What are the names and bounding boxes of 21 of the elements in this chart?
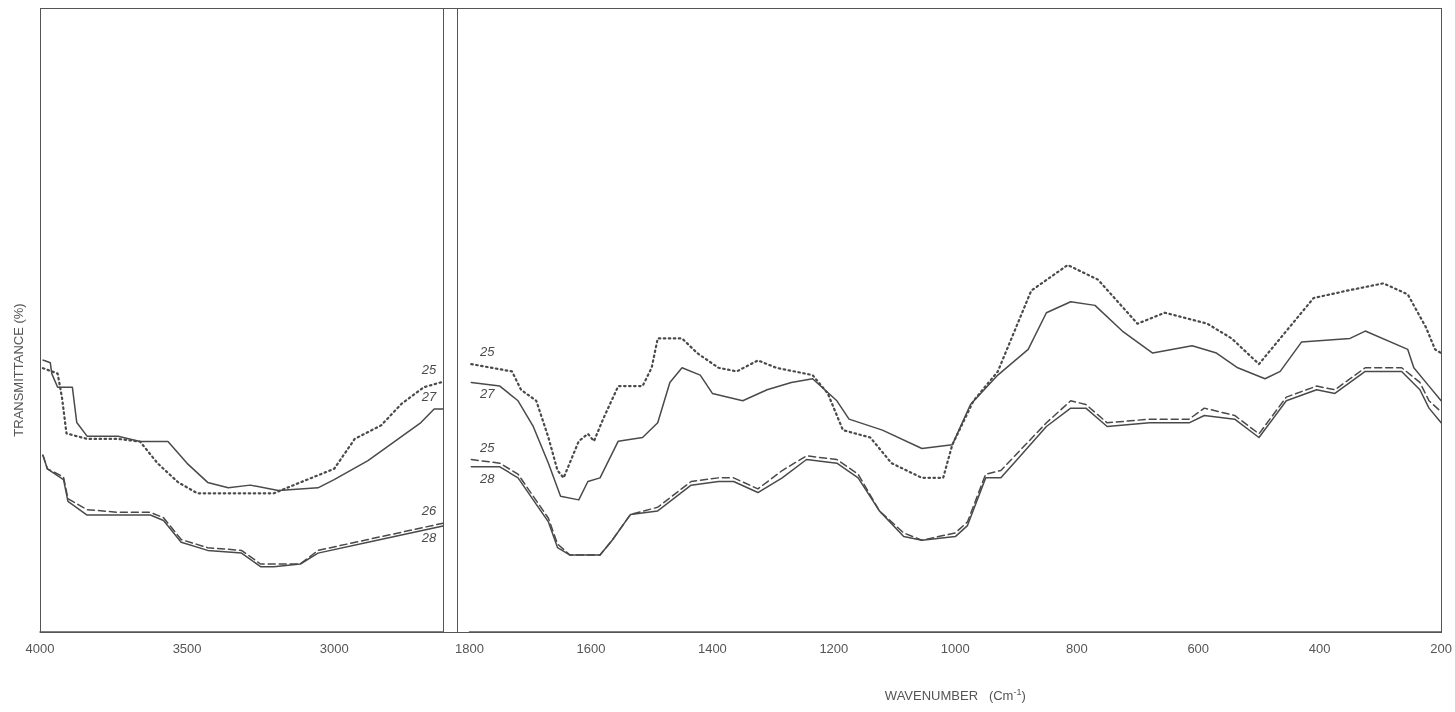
series-label: 25	[420, 361, 437, 377]
x-tick-label: 1000	[940, 641, 970, 656]
series-label: 27	[420, 388, 437, 404]
x-tick-label: 1400	[697, 641, 727, 656]
x-tick-label: 4000	[25, 641, 55, 656]
series-label: 25	[479, 439, 496, 455]
series-label: 27	[479, 386, 496, 402]
x-tick-label: 1600	[576, 641, 606, 656]
x-tick-label: 3000	[319, 641, 349, 656]
x-tick-label: 1800	[455, 641, 484, 656]
x-tick-label: 3500	[172, 641, 202, 656]
x-tick-label: 200	[1430, 641, 1453, 656]
series-label: 28	[420, 529, 437, 545]
series-label: 26	[420, 503, 437, 519]
x-tick-label: 600	[1187, 641, 1210, 656]
x-tick-label: 400	[1308, 641, 1331, 656]
y-axis-title: TRANSMITTANCE (%)	[10, 303, 26, 437]
x-tick-label: 1200	[819, 641, 849, 656]
series-label: 28	[479, 470, 496, 486]
series-label: 25	[479, 344, 496, 360]
x-tick-label: 800	[1065, 641, 1088, 656]
